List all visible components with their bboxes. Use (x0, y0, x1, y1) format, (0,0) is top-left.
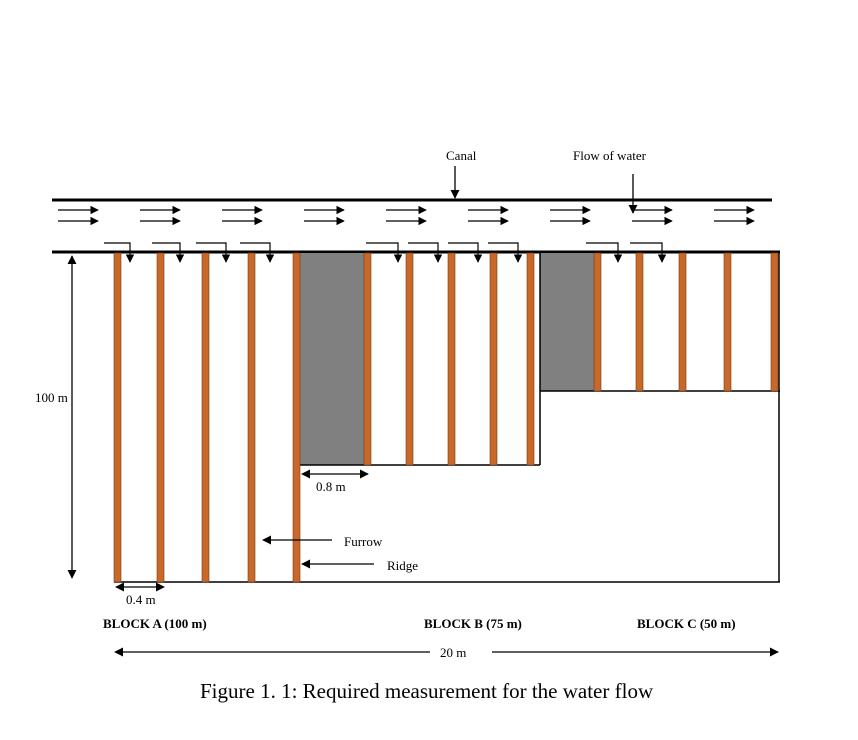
furrow-inlet-arrow (152, 242, 185, 263)
furrow-inlet-arrow (448, 242, 483, 263)
ridge-strip (201, 252, 210, 583)
ridge-strip (292, 252, 301, 583)
furrow-inlet-arrow (196, 242, 231, 263)
furrow-label: Furrow (344, 534, 383, 549)
block-c-label: BLOCK C (50 m) (637, 616, 736, 631)
ridge-strip (489, 252, 498, 466)
furrow-inlet-arrow (488, 242, 523, 263)
ridge-strip (770, 252, 779, 392)
gap-b-c (540, 253, 596, 391)
ridge-strip (113, 252, 122, 583)
furrow-inlet-arrows (104, 242, 667, 263)
block-b-label: BLOCK B (75 m) (424, 616, 522, 631)
ridge-strip (447, 252, 456, 466)
ridge-strip (593, 252, 602, 392)
canal-label: Canal (446, 148, 477, 163)
ridge-strip (247, 252, 256, 583)
furrow-inlet-arrow (586, 242, 623, 263)
furrow-inlet-arrow (630, 242, 667, 263)
flow-of-water-label: Flow of water (573, 148, 647, 163)
ridge-strip (405, 252, 414, 466)
ridge-strip (723, 252, 732, 392)
furrow-inlet-arrow (408, 242, 443, 263)
ridge-strip (363, 252, 372, 466)
figure-caption: Figure 1. 1: Required measurement for th… (200, 679, 654, 703)
ridge-strip (156, 252, 165, 583)
ridges (113, 252, 779, 583)
ridge-strip (678, 252, 687, 392)
canal-flow-arrows (58, 205, 755, 226)
ridge-strip (526, 252, 535, 466)
furrow-inlet-arrow (240, 242, 275, 263)
total-width-label: 20 m (440, 645, 466, 660)
furrow-width-label: 0.4 m (126, 592, 156, 607)
gap-a-b (300, 253, 366, 465)
furrow-inlet-arrow (104, 242, 135, 263)
furrow-inlet-arrow (366, 242, 403, 263)
ridge-strip (635, 252, 644, 392)
block-a-label: BLOCK A (100 m) (103, 616, 207, 631)
ridge-spacing-label: 0.8 m (316, 479, 346, 494)
ridge-label: Ridge (387, 558, 418, 573)
depth-label: 100 m (35, 390, 68, 405)
